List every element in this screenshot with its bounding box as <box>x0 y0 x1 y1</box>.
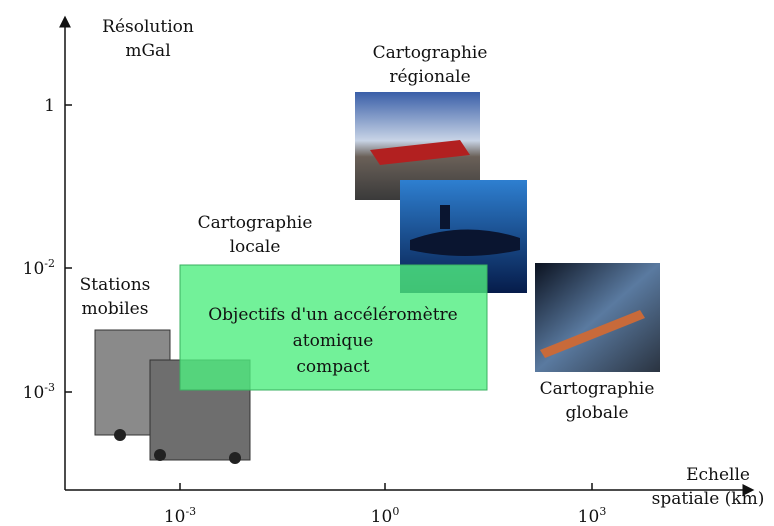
tick-exponent: 0 <box>392 505 399 518</box>
tick-base: 10 <box>164 507 186 526</box>
tick-exponent: -3 <box>44 381 55 394</box>
tick-label: 100 <box>371 505 400 526</box>
region-label: Cartographie <box>198 213 313 233</box>
tick-label: 1 <box>44 96 55 116</box>
objective-label: Objectifs d'un accéléromètre <box>208 305 458 325</box>
x-axis-label: spatiale (km) <box>652 489 765 509</box>
tick-base: 10 <box>371 507 393 526</box>
tick-label: 10-3 <box>164 505 196 526</box>
region-label: Cartographie <box>373 43 488 63</box>
y-axis-label: Résolution <box>102 17 194 37</box>
tick-base: 1 <box>44 96 55 116</box>
tick-base: 10 <box>23 259 45 279</box>
tick-base: 10 <box>578 507 600 526</box>
tick-label: 10-2 <box>23 257 55 279</box>
region-label: régionale <box>389 67 470 87</box>
objective-label: compact <box>296 357 369 377</box>
photo-satellite <box>535 263 660 372</box>
tick-exponent: -2 <box>44 257 55 270</box>
objective-label: atomique <box>293 331 374 351</box>
x-axis-label: Echelle <box>686 465 750 485</box>
y-axis-label: mGal <box>125 41 170 61</box>
region-label: Cartographie <box>540 379 655 399</box>
tick-exponent: -3 <box>185 505 196 518</box>
objective-region <box>179 264 488 391</box>
region-label: Stations <box>80 275 151 295</box>
region-label: globale <box>565 403 628 423</box>
region-label: locale <box>230 237 281 257</box>
region-label: mobiles <box>82 299 149 319</box>
tick-label: 103 <box>578 505 607 526</box>
tick-label: 10-3 <box>23 381 55 403</box>
tick-base: 10 <box>23 383 45 403</box>
tick-exponent: 3 <box>599 505 606 518</box>
